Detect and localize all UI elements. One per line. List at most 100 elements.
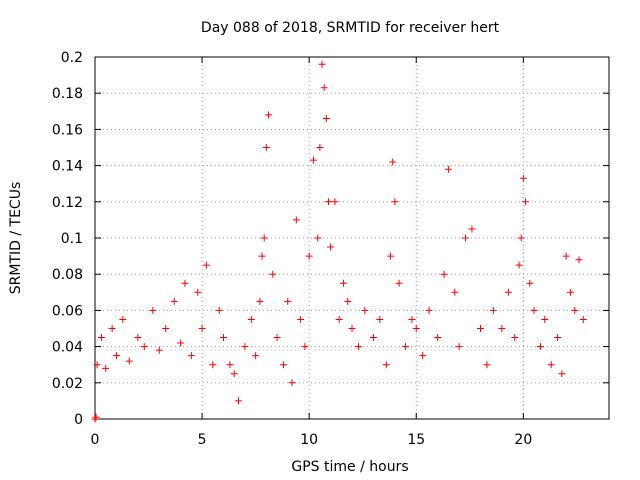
data-point (395, 279, 403, 287)
data-point (324, 198, 332, 206)
data-point (241, 343, 249, 351)
data-point (292, 216, 300, 224)
y-tick-label: 0.14 (52, 159, 83, 175)
data-point (434, 334, 442, 342)
data-point (515, 261, 523, 269)
data-point (93, 361, 101, 369)
data-point (402, 343, 410, 351)
data-point (541, 315, 549, 323)
data-point (519, 174, 527, 182)
data-point (91, 415, 99, 423)
data-point (376, 315, 384, 323)
data-point (419, 352, 427, 360)
data-point (440, 270, 448, 278)
y-tick-label: 0.02 (52, 376, 83, 392)
data-point (177, 339, 185, 347)
data-point (554, 334, 562, 342)
data-point (202, 261, 210, 269)
data-point (444, 165, 452, 173)
data-point (536, 343, 544, 351)
data-point (318, 60, 326, 68)
data-point (369, 334, 377, 342)
data-point (455, 343, 463, 351)
x-axis-label: GPS time / hours (291, 459, 408, 475)
data-point (305, 252, 313, 260)
data-point (309, 156, 317, 164)
data-point (526, 279, 534, 287)
axis-ticks: 0 0.02 0.04 0.06 0.08 0.1 0.12 0.14 0.16 0.18 0.2 0… (52, 50, 609, 448)
data-point (209, 361, 217, 369)
data-point (571, 306, 579, 314)
data-point (558, 370, 566, 378)
y-tick-label: 0.16 (52, 122, 83, 138)
data-point (425, 306, 433, 314)
data-point (477, 325, 484, 332)
data-point (220, 334, 227, 342)
data-point (483, 361, 491, 369)
data-point (412, 325, 420, 332)
y-tick-label: 0 (74, 412, 83, 428)
data-point (382, 361, 390, 369)
data-point (258, 252, 266, 260)
y-tick-label: 0.04 (52, 340, 83, 356)
data-point (344, 297, 352, 305)
data-point (322, 115, 330, 123)
series-srmtid (91, 60, 587, 423)
data-point (468, 225, 476, 233)
data-point (504, 288, 512, 296)
data-point (575, 256, 583, 264)
data-point (162, 325, 170, 332)
data-point (269, 270, 277, 278)
y-tick-label: 0.12 (52, 195, 83, 211)
data-point (230, 370, 238, 378)
data-point (339, 279, 347, 287)
data-point (262, 144, 270, 151)
y-tick-label: 0.2 (61, 50, 83, 66)
data-point (112, 352, 120, 360)
data-point (264, 111, 272, 119)
data-point (511, 334, 519, 342)
data-point (234, 397, 242, 405)
data-point (517, 234, 525, 242)
data-point (102, 364, 110, 372)
data-point (297, 315, 305, 323)
data-point (215, 306, 223, 314)
data-point (284, 297, 292, 305)
data-point (348, 325, 356, 332)
data-point (301, 343, 309, 351)
data-point (288, 379, 296, 387)
data-point (279, 361, 287, 369)
data-point (134, 334, 142, 342)
data-point (194, 288, 202, 296)
x-tick-label: 5 (198, 432, 207, 448)
data-point (108, 325, 116, 332)
x-tick-label: 10 (300, 432, 318, 448)
data-point (462, 234, 470, 242)
data-point (498, 325, 506, 332)
data-point (361, 306, 369, 314)
y-tick-label: 0.18 (52, 86, 83, 102)
data-point (125, 357, 133, 365)
data-point (119, 315, 127, 323)
data-points (91, 60, 587, 423)
data-point (335, 315, 343, 323)
y-axis-label: SRMTID / TECUs (8, 182, 24, 295)
data-point (181, 279, 189, 287)
data-point (140, 343, 148, 351)
data-point (198, 325, 206, 332)
data-point (97, 334, 105, 342)
data-point (149, 306, 157, 314)
data-point (389, 158, 397, 166)
data-point (547, 361, 555, 369)
x-tick-label: 0 (91, 432, 100, 448)
chart-title: Day 088 of 2018, SRMTID for receiver her… (201, 20, 500, 36)
data-point (316, 144, 324, 151)
data-point (451, 288, 459, 296)
data-point (391, 198, 399, 206)
data-point (256, 297, 264, 305)
data-point (273, 334, 281, 342)
y-tick-label: 0.08 (52, 267, 83, 283)
data-point (170, 297, 178, 305)
data-point (226, 361, 234, 369)
